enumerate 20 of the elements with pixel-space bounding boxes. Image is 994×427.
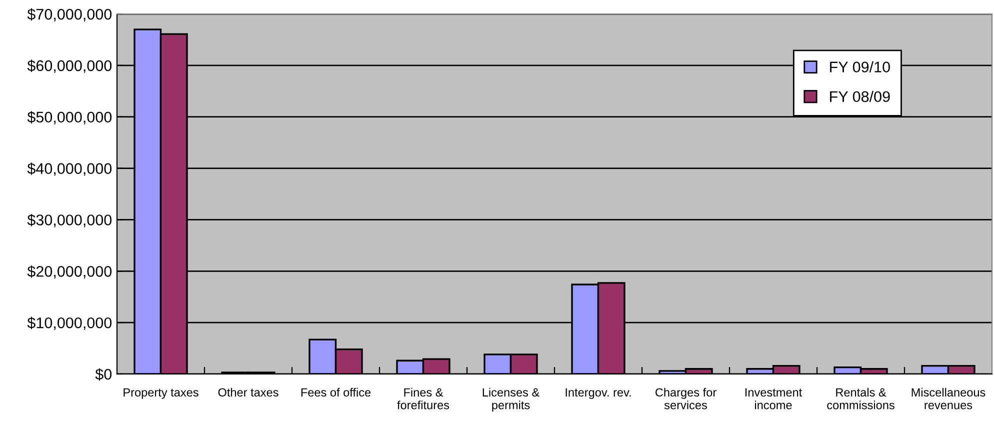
y-tick-label: $20,000,000 — [27, 265, 112, 279]
x-tick-label: Charges for services — [656, 388, 716, 410]
x-tick-label: Property taxes — [124, 388, 198, 399]
x-tick-label: Rentals & commissions — [827, 388, 894, 410]
x-tick-label: Miscellaneous revenues — [912, 388, 986, 410]
y-tick-label: $30,000,000 — [27, 214, 112, 228]
x-tick-label: Intergov. rev. — [566, 388, 631, 399]
x-tick-label: Fines & forefitures — [397, 388, 450, 410]
x-tick-label: Investment income — [745, 388, 802, 410]
y-tick-label: $50,000,000 — [27, 111, 112, 124]
y-tick-label: $10,000,000 — [27, 316, 112, 330]
y-tick-label: $0 — [95, 368, 112, 381]
legend-label: FY 09/10 — [830, 61, 890, 72]
x-tick-label: Other taxes — [218, 388, 278, 397]
x-tick-label: Licenses & permits — [482, 388, 540, 412]
x-tick-label: Fees of office — [301, 388, 371, 397]
y-tick-label: $40,000,000 — [27, 162, 112, 176]
y-tick-label: $60,000,000 — [27, 60, 112, 73]
legend-label: FY 08/09 — [830, 90, 890, 102]
y-tick-label: $70,000,000 — [27, 8, 112, 22]
